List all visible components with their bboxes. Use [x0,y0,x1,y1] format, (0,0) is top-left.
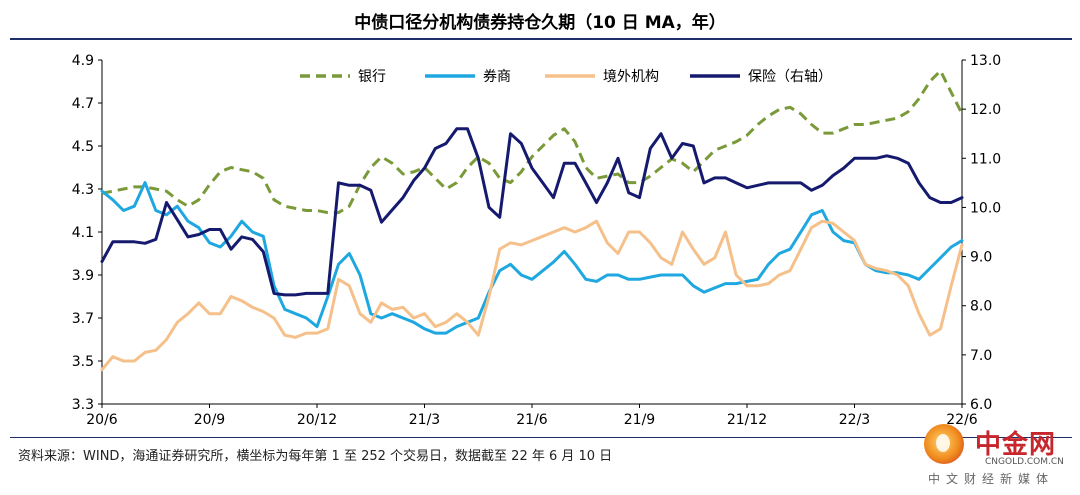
watermark-logo-icon [924,424,964,464]
y-right-tick-label: 13.0 [970,53,1001,69]
y-left-tick-label: 3.7 [72,311,94,327]
x-tick-label: 20/6 [86,412,118,428]
y-right-tick-label: 8.0 [970,299,992,315]
y-right-tick-label: 10.0 [970,200,1001,216]
watermark-name: 中金网 [975,430,1057,460]
y-left-tick-label: 4.1 [72,225,94,241]
legend-label-2: 境外机构 [603,69,659,85]
series-line-3 [100,127,964,297]
y-left-tick-label: 4.5 [72,139,94,155]
chart-legend: 银行 券商 境外机构 保险（右轴） [300,69,832,85]
watermark-url: CNGOLD.COM.CN [985,457,1064,467]
legend-label-3: 保险（右轴） [748,69,832,85]
series-line-0 [101,69,964,215]
y-right-tick-label: 6.0 [970,397,992,413]
y-left-tick-label: 4.7 [72,96,94,112]
chart-lines [100,69,964,372]
legend-label-1: 券商 [483,69,511,85]
y-right-tick-label: 12.0 [970,102,1001,118]
x-tick-label: 22/3 [839,412,870,428]
y-right-tick-label: 7.0 [970,348,992,364]
y-right-tick-label: 9.0 [970,250,992,266]
y-left-tick-label: 3.3 [72,397,94,413]
series-line-2 [100,219,964,372]
y-left-tick-label: 4.3 [72,182,94,198]
x-tick-label: 20/9 [194,412,225,428]
x-tick-label: 22/6 [946,412,978,428]
legend-label-0: 银行 [358,69,386,85]
chart-title: 中债口径分机构债券持仓久期（10 日 MA，年） [354,13,726,33]
series-line-1 [100,181,964,335]
y-left-tick-label: 3.9 [72,268,94,284]
source-note: 资料来源：WIND，海通证券研究所，横坐标为每年第 1 至 252 个交易日，数… [18,449,613,464]
y-right-tick-label: 11.0 [970,151,1001,167]
x-tick-label: 21/9 [624,412,655,428]
y-left-tick-label: 3.5 [72,354,94,370]
line-chart: 3.3 3.5 3.7 3.9 4.1 4.3 4.5 4.7 4.9 6.0 7.0 8.0 9.0 1… [72,53,1001,428]
source-rule [10,437,1072,438]
x-tick-label: 21/6 [516,412,548,428]
y-left-tick-label: 4.9 [72,53,94,69]
watermark-subtitle: 中文财经新媒体 [928,472,1055,486]
x-tick-label: 21/3 [409,412,440,428]
x-tick-label: 20/12 [297,412,337,428]
title-rule [10,38,1072,40]
x-tick-label: 21/12 [727,412,767,428]
chart-axes: 3.3 3.5 3.7 3.9 4.1 4.3 4.5 4.7 4.9 6.0 7.0 8.0 9.0 1… [72,53,1001,428]
